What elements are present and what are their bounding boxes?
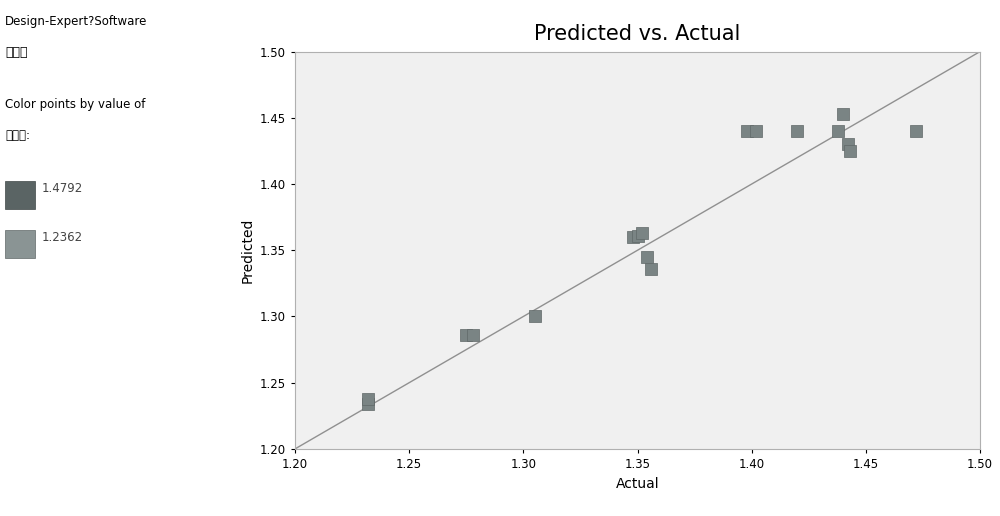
Point [360, 394, 376, 402]
Point [748, 127, 764, 135]
Point [908, 127, 924, 135]
Point [840, 140, 856, 149]
Point [634, 229, 650, 237]
Point [789, 127, 805, 135]
Point [643, 265, 659, 273]
Point [458, 331, 474, 339]
Y-axis label: Predicted: Predicted [240, 218, 254, 283]
Point [639, 253, 655, 261]
Title: Predicted vs. Actual: Predicted vs. Actual [534, 24, 741, 44]
Text: 1.2362: 1.2362 [42, 231, 83, 244]
X-axis label: Actual: Actual [616, 476, 659, 491]
Point [842, 147, 858, 155]
Point [739, 127, 755, 135]
Point [527, 312, 543, 320]
Point [465, 331, 481, 339]
Text: 1.4792: 1.4792 [42, 182, 83, 195]
Text: 吸光度:: 吸光度: [5, 129, 30, 142]
Text: 吸光度: 吸光度 [5, 46, 28, 59]
Point [830, 127, 846, 135]
Point [360, 400, 376, 408]
Point [630, 232, 646, 240]
Text: Design-Expert?Software: Design-Expert?Software [5, 15, 147, 28]
Text: Color points by value of: Color points by value of [5, 98, 145, 111]
Point [625, 233, 641, 241]
Point [835, 110, 851, 118]
